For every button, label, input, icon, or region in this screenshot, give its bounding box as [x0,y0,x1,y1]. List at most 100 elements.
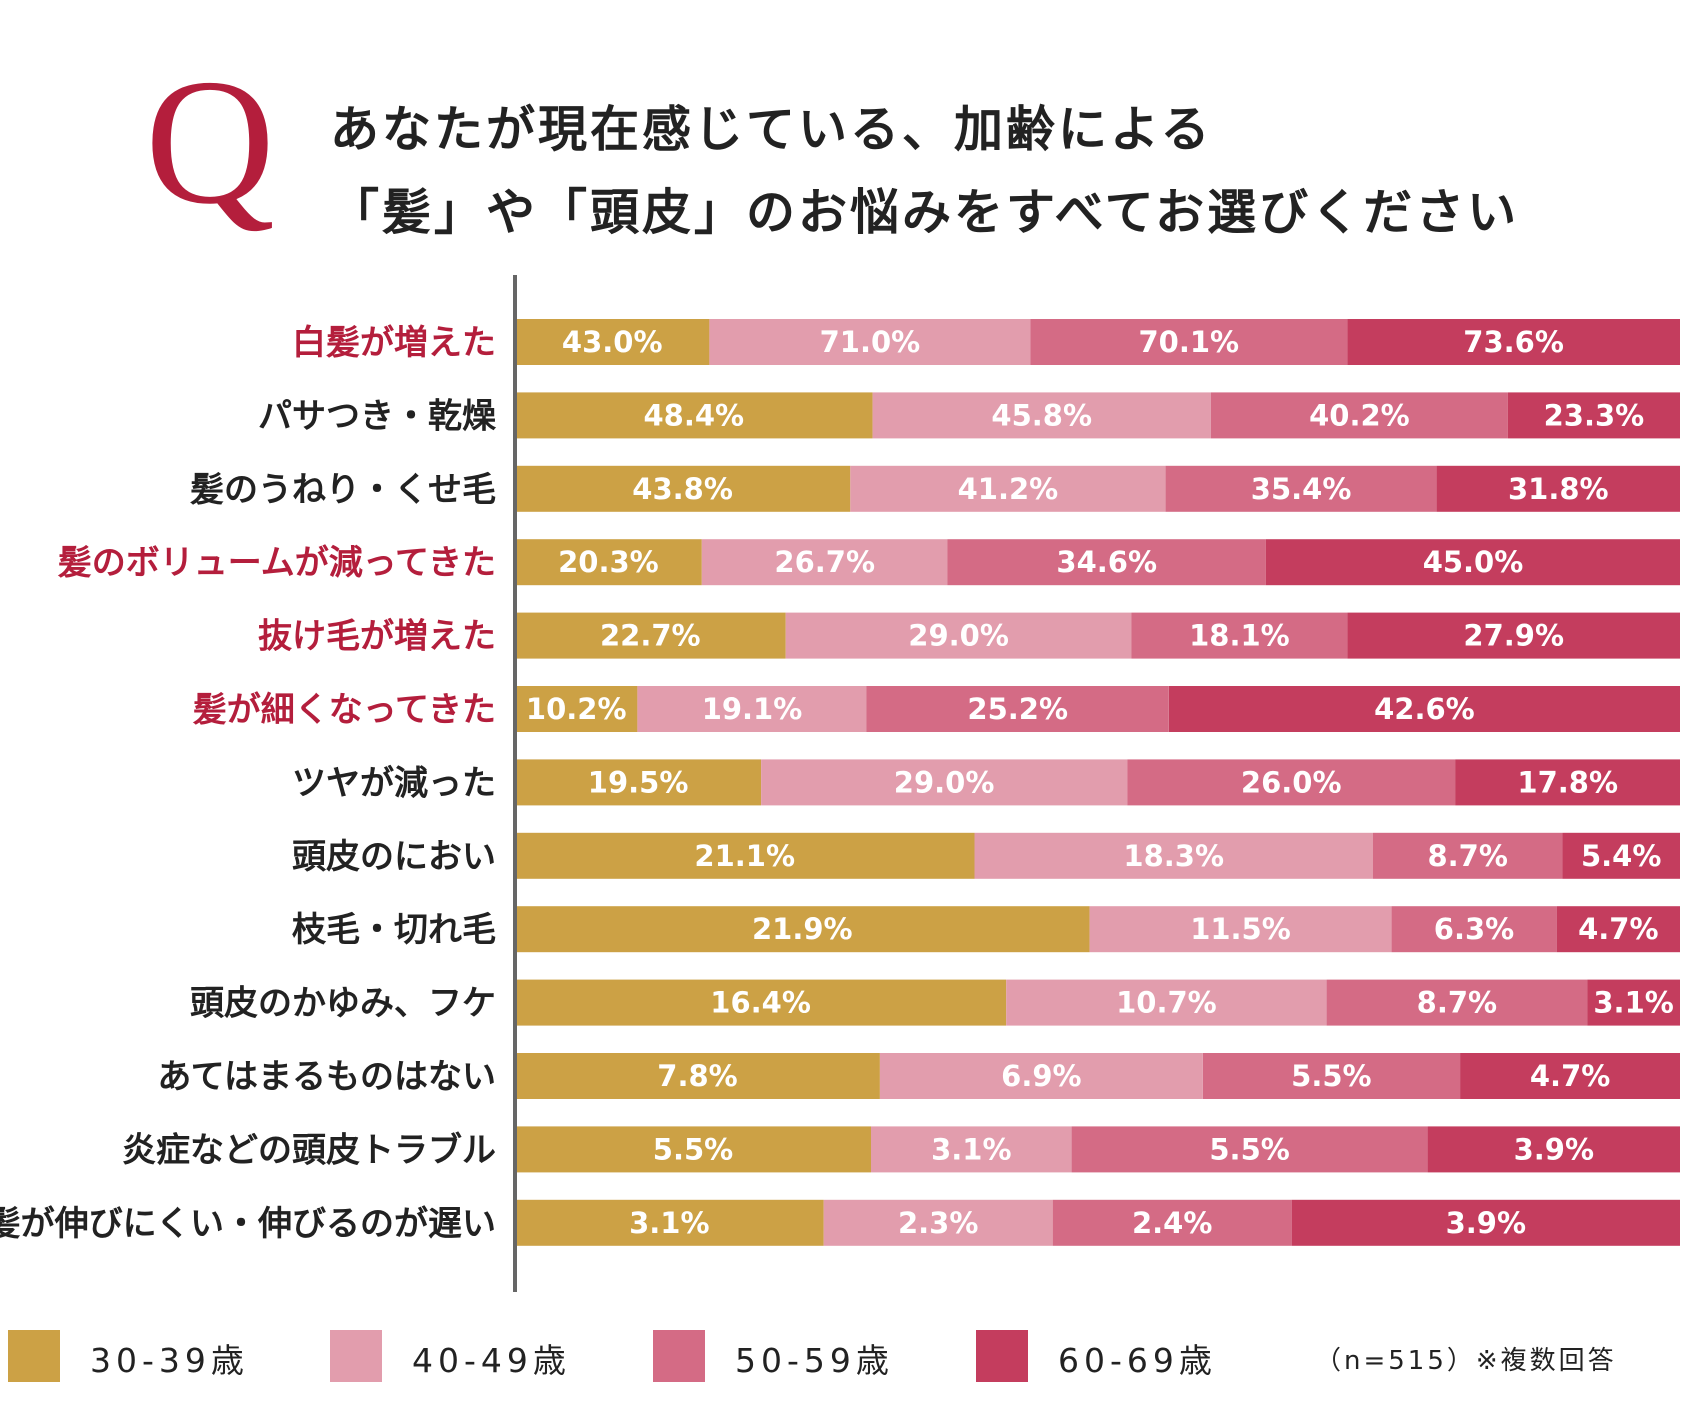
question-title: あなたが現在感じている、加齢による 「髪」や「頭皮」のお悩みをすべてお選びくださ… [330,88,1519,254]
data-label-60s: 3.9% [1446,1206,1526,1240]
bar-segment-30s [515,319,710,365]
bar-segment-40s [974,832,1373,879]
bar-segment-50s [1326,979,1588,1026]
question-title-line2: 「髪」や「頭皮」のお悩みをすべてお選びください [330,184,1520,241]
data-label-30s: 21.1% [694,839,795,873]
bar-segment-60s [1436,465,1680,512]
category-label: 炎症などの頭皮トラブル [122,1130,496,1170]
data-label-50s: 18.1% [1189,619,1290,653]
data-label-50s: 70.1% [1138,325,1239,359]
legend-label-60s: 60-69歳 [1058,1341,1217,1380]
data-label-60s: 45.0% [1423,545,1524,579]
legend-label-30s: 30-39歳 [90,1341,249,1380]
data-label-60s: 5.4% [1581,839,1661,873]
bar-segment-50s [1052,1199,1292,1246]
bar-segment-30s [515,979,1007,1026]
data-label-50s: 25.2% [967,692,1068,726]
data-label-60s: 17.8% [1517,765,1618,799]
bar-segment-50s [1071,1126,1428,1173]
bar-segment-50s [1127,759,1456,806]
bar-segment-40s [872,392,1211,439]
data-label-40s: 26.7% [774,545,875,579]
category-label: あてはまるものはない [157,1057,496,1097]
legend: 30-39歳 40-49歳 50-59歳 60-69歳 [8,1330,1678,1386]
stacked-bar-chart: 43.0% 71.0% 70.1% 73.6% 白髪が増えた 48.4% 45.8% 40.2… [0,275,1680,1292]
legend-label-40s: 40-49歳 [412,1341,571,1380]
data-label-50s: 8.7% [1427,839,1507,873]
data-label-60s: 42.6% [1374,692,1475,726]
data-label-40s: 29.0% [894,765,995,799]
bar-segment-50s [1373,832,1563,879]
bar-segment-30s [515,759,762,806]
bar-segment-30s [515,539,702,586]
bar-segment-30s [515,612,786,659]
data-label-60s: 73.6% [1463,325,1564,359]
data-label-40s: 19.1% [702,692,803,726]
data-label-30s: 43.0% [562,325,663,359]
data-label-60s: 23.3% [1544,398,1645,432]
bar-segment-30s [515,465,851,512]
data-label-50s: 5.5% [1209,1132,1289,1166]
bar-segment-60s [1427,1126,1680,1173]
data-label-30s: 7.8% [657,1059,737,1093]
data-label-60s: 3.1% [1593,986,1673,1020]
data-label-30s: 3.1% [629,1206,709,1240]
bar-segment-30s [515,906,1090,953]
bar-segment-40s [850,465,1166,512]
bar-segment-60s [1347,612,1680,659]
data-label-60s: 4.7% [1530,1059,1610,1093]
question-title-line1: あなたが現在感じている、加齢による [330,101,1213,158]
data-label-50s: 40.2% [1309,398,1410,432]
data-label-30s: 16.4% [710,986,811,1020]
data-label-30s: 48.4% [643,398,744,432]
category-label: パサつき・乾燥 [258,396,497,436]
data-label-50s: 26.0% [1241,765,1342,799]
bar-segment-50s [866,686,1169,732]
bar-segment-40s [871,1126,1072,1173]
bar-segment-60s [1587,979,1680,1026]
bar-segment-30s [515,1053,880,1099]
sample-note: （n=515）※複数回答 [1315,1346,1617,1376]
category-label: ツヤが減った [292,763,496,803]
bar-segment-50s [1131,612,1348,659]
legend-swatch-30s [8,1330,60,1382]
data-label-40s: 18.3% [1123,839,1224,873]
category-label: 髪のうねり・くせ毛 [190,470,496,510]
bar-segment-50s [1165,465,1437,512]
bar-segment-40s [761,759,1128,806]
data-label-40s: 29.0% [908,619,1009,653]
bar-segment-30s [515,392,873,439]
bar-segment-50s [1210,392,1508,439]
data-label-40s: 45.8% [991,398,1092,432]
data-label-40s: 2.3% [898,1206,978,1240]
data-label-40s: 10.7% [1116,986,1217,1020]
data-label-40s: 41.2% [958,472,1059,506]
data-label-30s: 5.5% [653,1132,733,1166]
bar-segment-60s [1291,1199,1680,1246]
q-mark: Q [145,42,275,241]
bar-segment-30s [515,1126,871,1173]
bar-segment-60s [1265,539,1680,586]
data-label-50s: 35.4% [1251,472,1352,506]
bar-segment-40s [823,1199,1053,1246]
data-label-60s: 4.7% [1578,912,1658,946]
bar-segment-40s [1006,979,1327,1026]
data-label-40s: 71.0% [820,325,921,359]
category-label: 頭皮のにおい [292,837,496,877]
legend-swatch-60s [976,1330,1028,1382]
data-label-50s: 34.6% [1056,545,1157,579]
category-label: 抜け毛が増えた [258,617,496,657]
bar-segment-50s [947,539,1266,586]
bar-segment-60s [1347,319,1680,365]
bar-segment-60s [1556,906,1680,953]
data-label-30s: 19.5% [588,765,689,799]
category-label: 髪のボリュームが減ってきた [58,543,496,583]
bar-segment-30s [515,686,638,732]
bar-segment-40s [785,612,1132,659]
bar-segment-50s [1391,906,1557,953]
bar-segment-60s [1507,392,1680,439]
data-label-60s: 31.8% [1508,472,1609,506]
category-label: 枝毛・切れ毛 [292,910,496,950]
bar-segment-60s [1562,832,1680,879]
data-label-30s: 10.2% [526,692,627,726]
